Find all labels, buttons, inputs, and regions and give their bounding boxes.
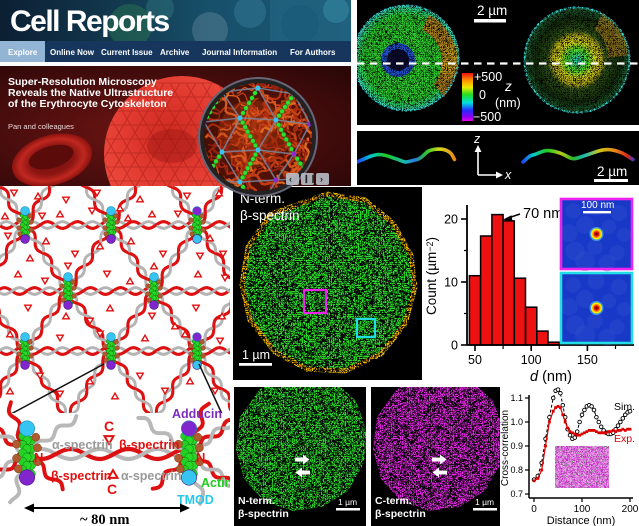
svg-text:N: N [196,450,205,465]
svg-text:1.0: 1.0 [510,417,523,427]
svg-text:Adducin: Adducin [172,407,222,421]
svg-text:x: x [504,168,512,182]
svg-text:β-spectrin: β-spectrin [119,438,179,452]
svg-text:z: z [504,79,512,94]
svg-text:Distance (nm): Distance (nm) [547,515,615,526]
svg-text:of the Erythrocyte Cytoskeleto: of the Erythrocyte Cytoskeleton [8,98,167,110]
svg-text:β-spectrin: β-spectrin [238,508,289,520]
svg-text:α-spectrin: α-spectrin [121,469,181,483]
svg-text:Cell Reports: Cell Reports [10,5,170,38]
svg-text:100 nm: 100 nm [581,200,614,211]
svg-text:2 µm: 2 µm [477,3,507,18]
svg-text:0: 0 [531,504,537,515]
svg-text:10: 10 [444,276,458,290]
svg-text:‹: ‹ [289,174,292,184]
svg-text:200: 200 [622,504,639,515]
svg-text:C: C [104,418,114,434]
svg-text:N: N [34,450,43,465]
svg-text:100: 100 [521,353,542,367]
svg-text:+500: +500 [474,70,502,84]
svg-text:20: 20 [444,213,458,227]
svg-text:TMOD: TMOD [177,493,214,507]
svg-text:Exp.: Exp. [614,433,635,445]
svg-text:C: C [107,481,117,497]
svg-text:1.1: 1.1 [510,393,523,403]
svg-text:2 µm: 2 µm [597,164,627,179]
svg-text:150: 150 [577,353,598,367]
svg-text:Pan and colleagues: Pan and colleagues [8,122,74,131]
svg-text:0.9: 0.9 [510,441,523,451]
svg-text:0.7: 0.7 [510,489,523,499]
svg-text:0: 0 [479,88,486,102]
svg-text:0: 0 [451,339,458,353]
svg-text:β-spectrin: β-spectrin [51,469,111,483]
svg-text:C-term.: C-term. [375,495,412,507]
svg-text:100: 100 [574,504,591,515]
svg-text:Super-Resolution Microscopy: Super-Resolution Microscopy [8,76,157,88]
svg-text:N-term.: N-term. [238,495,275,507]
svg-text:(nm): (nm) [495,96,521,110]
svg-text:›: › [320,174,323,184]
svg-text:Actin: Actin [201,476,230,490]
svg-text:Sim.: Sim. [614,401,635,413]
svg-text:~ 80 nm: ~ 80 nm [80,512,129,526]
svg-text:Count (µm−2): Count (µm−2) [424,237,439,315]
svg-text:z: z [473,132,481,146]
svg-text:70 nm: 70 nm [523,206,563,222]
svg-text:Reveals the Native Ultrastruct: Reveals the Native Ultrastructure [8,87,173,99]
svg-text:1 µm: 1 µm [338,497,357,507]
svg-text:d (nm): d (nm) [530,369,572,385]
svg-text:β-spectrin: β-spectrin [240,208,300,223]
svg-text:0.8: 0.8 [510,465,523,475]
svg-text:Cross-correlation: Cross-correlation [500,410,511,486]
svg-text:−500: −500 [473,110,501,124]
svg-text:❙❙: ❙❙ [303,174,316,184]
svg-text:1 µm: 1 µm [475,497,494,507]
svg-text:β-spectrin: β-spectrin [375,508,426,520]
svg-text:1 µm: 1 µm [242,348,270,362]
svg-text:α-spectrin: α-spectrin [52,438,112,452]
svg-text:50: 50 [468,353,482,367]
